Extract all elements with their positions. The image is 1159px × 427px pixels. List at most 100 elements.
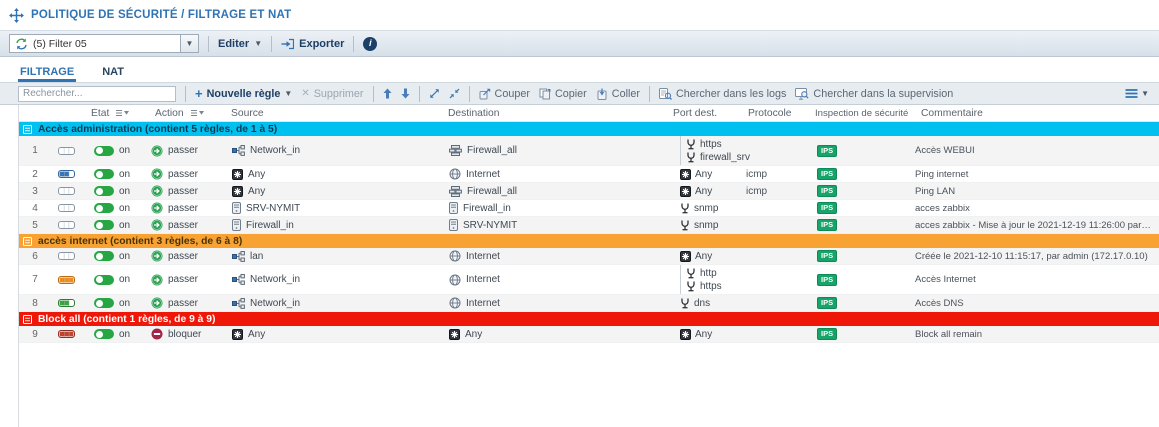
state-toggle[interactable] [94,169,114,179]
export-button-label: Exporter [299,37,345,50]
port-item: Any [680,168,742,180]
copy-button[interactable]: Copier [539,88,587,100]
usage-indicator-icon [51,170,85,178]
port-dest-cell: snmp [667,217,742,233]
port-dest-cell: http https [667,265,742,294]
destination-cell: Firewall_all [442,185,667,197]
port-item: Any [680,185,742,197]
delete-rule-label: Supprimer [313,87,364,100]
separator [185,85,186,102]
source-cell: Firewall_in [225,219,442,231]
collapse-group-icon[interactable] [23,124,32,134]
usage-indicator-icon [51,221,85,229]
separator [418,85,420,102]
any-icon [232,185,243,197]
service-port-icon [686,151,696,163]
network-icon [232,297,245,309]
globe-icon [449,297,461,309]
search-logs-button[interactable]: Chercher dans les logs [658,87,786,100]
group-label: accès internet (contient 3 règles, de 6 … [38,235,243,247]
state-toggle[interactable] [94,329,114,339]
state-toggle[interactable] [94,274,114,285]
rule-number: 6 [32,250,38,262]
service-port-icon [686,280,696,292]
tab-filtrage[interactable]: FILTRAGE [18,61,77,82]
rule-group-header[interactable]: accès internet (contient 3 règles, de 6 … [19,234,1159,248]
rule-row[interactable]: 1 on passer Network_in Firewall_all https fire… [19,136,1159,166]
action-cell: passer [149,145,225,157]
service-port-icon [680,202,690,214]
rule-group-header[interactable]: Accès administration (contient 5 règles,… [19,122,1159,136]
tab-nat[interactable]: NAT [102,66,124,78]
state-toggle[interactable] [94,145,114,156]
expand-all-icon[interactable] [429,88,440,99]
delete-rule-button[interactable]: ✕ Supprimer [301,88,363,100]
source-cell: SRV-NYMIT [225,202,442,214]
search-monitoring-button[interactable]: Chercher dans la supervision [795,87,953,100]
info-icon[interactable]: i [363,36,378,51]
policy-filter-caret[interactable]: ▼ [181,34,199,53]
ips-badge: IPS [817,202,838,214]
state-label: on [119,185,131,197]
cut-button[interactable]: Couper [479,88,530,100]
state-label: on [119,168,131,180]
action-passer-icon [151,145,163,157]
ips-badge: IPS [817,328,838,340]
action-cell: passer [149,168,225,180]
rule-row[interactable]: 5 on passer Firewall_in SRV-NYMIT snmp IPS acce… [19,217,1159,234]
rule-row[interactable]: 9 on bloquer Any Any Any IPS Block all remain [19,326,1159,343]
state-toggle[interactable] [94,186,114,196]
rule-number: 4 [32,202,38,214]
port-dest-cell: Any [667,248,742,264]
paste-label: Coller [611,87,640,100]
any-object-icon [680,185,691,197]
action-label: passer [168,145,199,156]
usage-indicator-icon [51,299,85,307]
collapse-group-icon[interactable] [23,314,32,324]
policy-filter-select[interactable]: (5) Filter 05 ▼ [9,34,199,53]
move-rule-down-button[interactable] [401,88,410,99]
collapse-all-icon[interactable] [449,88,460,99]
rule-row[interactable]: 4 on passer SRV-NYMIT Firewall_in snmp IPS acce… [19,200,1159,217]
action-label: passer [168,274,199,285]
server-icon [449,202,458,214]
separator [372,85,374,102]
rule-row[interactable]: 8 on passer Network_in Internet dns IPS Accès D… [19,295,1159,312]
action-label: bloquer [168,328,202,340]
search-input[interactable] [18,85,176,102]
state-toggle[interactable] [94,298,114,308]
collapse-group-icon[interactable] [23,236,32,246]
col-etat[interactable]: État [85,108,149,119]
rule-row[interactable]: 2 on passer Any Internet Any icmp IPS Ping inter… [19,166,1159,183]
rule-group-header[interactable]: Block all (contient 1 règles, de 9 à 9) [19,312,1159,326]
port-item: firewall_srv [686,151,750,163]
action-cell: passer [149,250,225,262]
rule-row[interactable]: 7 on passer Network_in Internet http https IPS A… [19,265,1159,295]
edit-button[interactable]: Editer ▼ [218,38,262,50]
sort-icon[interactable] [116,109,130,117]
rule-number: 2 [32,168,38,180]
comment-cell: Accès DNS [915,297,964,309]
state-toggle[interactable] [94,203,114,213]
new-rule-button[interactable]: + Nouvelle règle ▼ [195,87,292,100]
any-object-icon [680,250,691,262]
rules-table: État Action Source Destination Port dest… [18,105,1159,427]
state-toggle[interactable] [94,220,114,230]
inspection-cell: IPS [809,144,915,157]
col-action[interactable]: Action [149,108,225,119]
column-menu-button[interactable]: ▼ [1125,89,1149,98]
rule-number: 3 [32,185,38,197]
rule-row[interactable]: 6 on passer lan Internet Any IPS Créée le 2021-… [19,248,1159,265]
policy-filter-icon [15,38,28,50]
col-source: Source [231,107,264,119]
rule-row[interactable]: 3 on passer Any Firewall_all Any icmp IPS Ping L… [19,183,1159,200]
action-label: passer [168,202,199,214]
state-toggle[interactable] [94,251,114,261]
paste-button[interactable]: Coller [596,88,640,100]
sort-icon[interactable] [190,109,204,117]
col-inspection[interactable]: Inspection de sécurité [809,108,915,119]
port-item: https [686,280,742,292]
export-button[interactable]: Exporter [281,38,344,50]
port-item: http [686,267,742,279]
move-rule-up-button[interactable] [383,88,392,99]
